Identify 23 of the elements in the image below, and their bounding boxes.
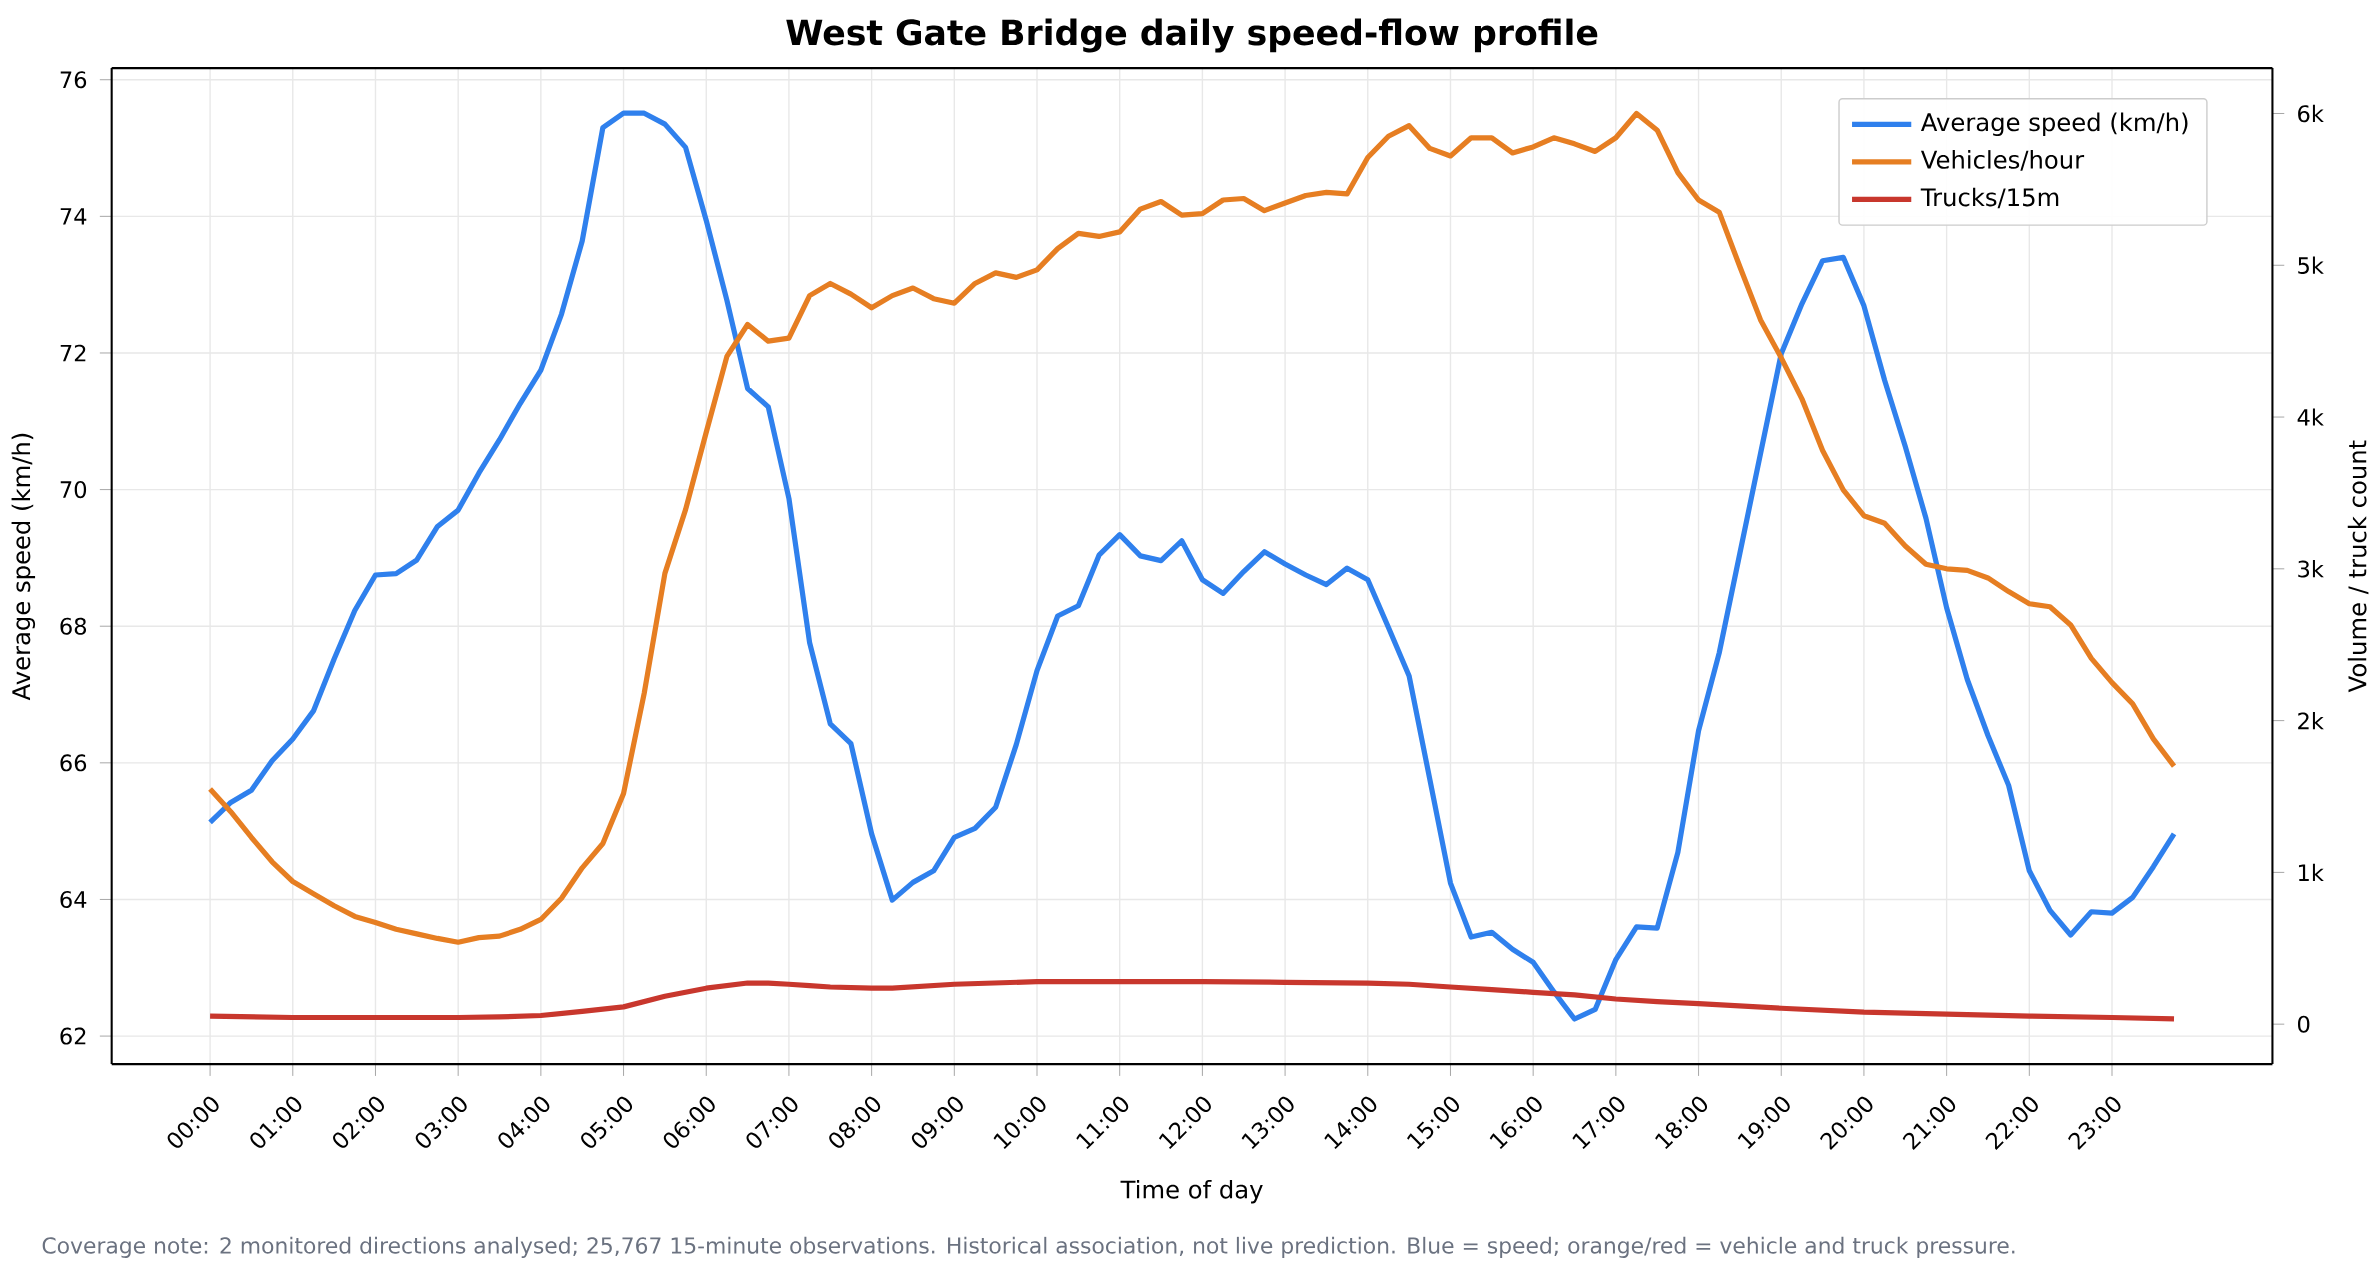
y-tick-label: 74 (60, 208, 87, 225)
y-tick-label: 76 (60, 71, 87, 89)
y2-tick-label: 0 (2298, 1015, 2310, 1033)
y-tick-label: 62 (60, 1027, 86, 1045)
y-tick-label: 64 (60, 891, 87, 909)
y-tick-label: 66 (60, 754, 87, 772)
legend-label: Average speed (km/h) (1920, 112, 2188, 137)
legend-label: Trucks/15m (1920, 187, 2059, 209)
text: Coverage note: 2 monitored directions analysed; 25,767 15-minute observations. Historical association, not live prediction. Blue = speed; orange/red = vehicle and truck pressure. (42, 1237, 2015, 1259)
legend-label: Vehicles/hour (1920, 150, 2085, 171)
y-tick-label: 70 (60, 481, 87, 499)
y2-tick-label: 3k (2298, 560, 2324, 578)
y-tick-label: 68 (60, 617, 87, 635)
y-axis-title: Average speed (km/h) (11, 434, 36, 701)
y2-axis-title: Volume / truck count (2347, 440, 2369, 693)
y2-tick-label: 1k (2298, 864, 2324, 882)
y2-tick-label: 6k (2298, 104, 2324, 123)
y2-tick-label: 5k (2298, 256, 2324, 275)
y-tick-label: 72 (60, 344, 86, 362)
chart-title: West Gate Bridge daily speed-flow profile (786, 18, 1598, 53)
y2-tick-label: 2k (2298, 712, 2324, 730)
x-axis-title: Time of day (1120, 1180, 1263, 1204)
y2-tick-label: 4k (2297, 408, 2324, 426)
